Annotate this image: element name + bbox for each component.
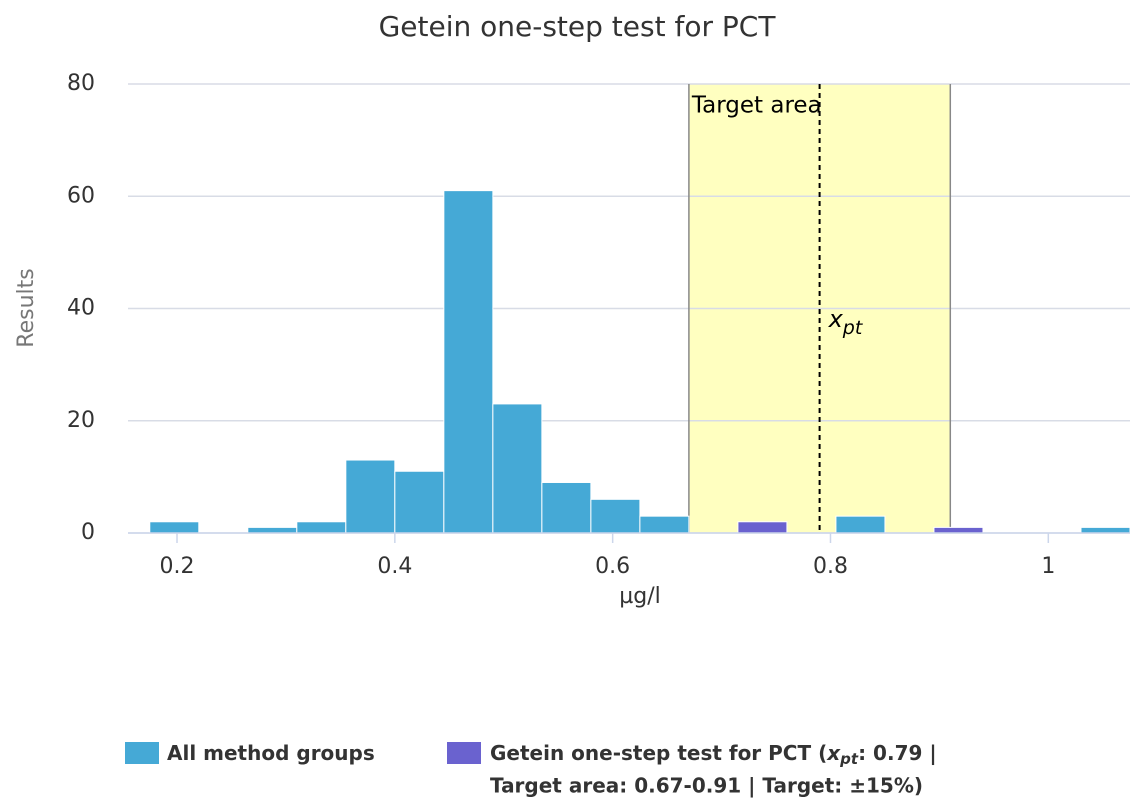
bar	[394, 470, 445, 534]
legend-note: : 0.79 |	[858, 741, 937, 765]
legend-swatch	[125, 742, 159, 764]
y-tick-label: 80	[67, 71, 95, 96]
legend-label: Getein one-step test for PCT (xpt: 0.79 |	[490, 741, 937, 768]
x-tick-label: 0.8	[813, 554, 848, 579]
y-tick-label: 20	[67, 408, 95, 433]
bar	[492, 403, 543, 534]
bar	[737, 521, 788, 534]
legend-note: (	[818, 741, 827, 765]
bar	[247, 526, 298, 534]
bar	[1080, 526, 1131, 534]
bar	[296, 521, 347, 534]
legend-note: Target area: 0.67-0.91 | Target: ±15%)	[490, 774, 923, 798]
bar	[590, 498, 641, 534]
bar	[639, 515, 690, 534]
bar	[835, 515, 886, 534]
chart-title: Getein one-step test for PCT	[379, 10, 777, 43]
legend-note-sub: pt	[839, 750, 859, 768]
legend-name: Getein one-step test for PCT	[490, 741, 811, 765]
x-tick-label: 1	[1041, 554, 1055, 579]
y-tick-label: 0	[81, 520, 95, 545]
y-tick-label: 60	[67, 183, 95, 208]
bar	[345, 459, 396, 534]
legend-note-symbol: x	[826, 741, 841, 765]
xpt-sub: pt	[842, 317, 864, 339]
xpt-symbol: x	[828, 305, 844, 333]
legend-label: All method groups	[167, 741, 375, 765]
bar	[443, 190, 494, 534]
bar	[933, 526, 984, 534]
legend-swatch	[447, 742, 481, 764]
x-axis-label: µg/l	[619, 584, 661, 609]
x-tick-label: 0.2	[160, 554, 195, 579]
y-tick-label: 40	[67, 296, 95, 321]
x-tick-label: 0.6	[595, 554, 630, 579]
bar	[149, 521, 200, 534]
legend-name: All method groups	[167, 741, 375, 765]
target-area-label: Target area	[691, 93, 822, 119]
bar	[541, 481, 592, 534]
y-axis-label: Results	[14, 268, 39, 347]
xpt-label: xpt	[828, 305, 864, 339]
x-tick-label: 0.4	[377, 554, 412, 579]
